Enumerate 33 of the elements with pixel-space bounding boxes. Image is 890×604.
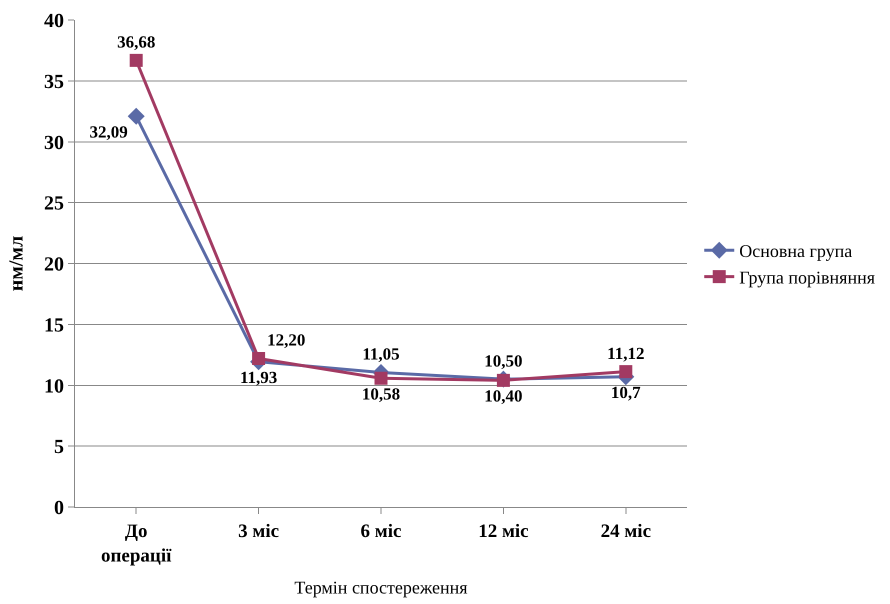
x-tick-label: 6 міс	[360, 520, 402, 542]
data-label: 12,20	[267, 330, 306, 350]
y-tick-label: 25	[44, 192, 64, 215]
x-tick-label: До операції	[100, 520, 172, 566]
legend-label: Основна група	[739, 241, 852, 262]
point	[374, 372, 388, 385]
y-tick-label: 0	[54, 497, 64, 519]
point	[619, 365, 632, 378]
y-tick-label: 40	[44, 10, 64, 32]
point	[252, 352, 266, 365]
x-tick-label: 3 міс	[238, 520, 280, 542]
data-label: 11,93	[240, 368, 278, 387]
y-tick-label: 10	[44, 375, 64, 398]
point	[130, 54, 143, 67]
x-tick-label: 12 міс	[478, 520, 529, 542]
x-axis-title: Термін спостереження	[294, 578, 468, 598]
legend-label: Група порівняння	[739, 268, 875, 288]
data-label: 10,50	[484, 351, 523, 370]
y-tick-label: 30	[44, 132, 64, 154]
data-label: 36,68	[117, 32, 156, 52]
x-tick-label: 24 міс	[600, 520, 652, 542]
y-axis-title: нм/мл	[6, 236, 28, 292]
data-label: 10,58	[362, 384, 400, 404]
data-label: 11,05	[362, 344, 400, 364]
y-tick-label: 35	[44, 70, 64, 93]
point	[128, 108, 144, 125]
data-label: 10,7	[610, 382, 642, 402]
data-label: 10,40	[484, 386, 523, 406]
y-tick-label: 15	[44, 314, 64, 336]
data-label: 11,12	[607, 344, 644, 363]
y-tick-label: 20	[44, 254, 64, 276]
data-label: 32,09	[89, 122, 128, 142]
y-tick-label: 5	[54, 436, 64, 458]
